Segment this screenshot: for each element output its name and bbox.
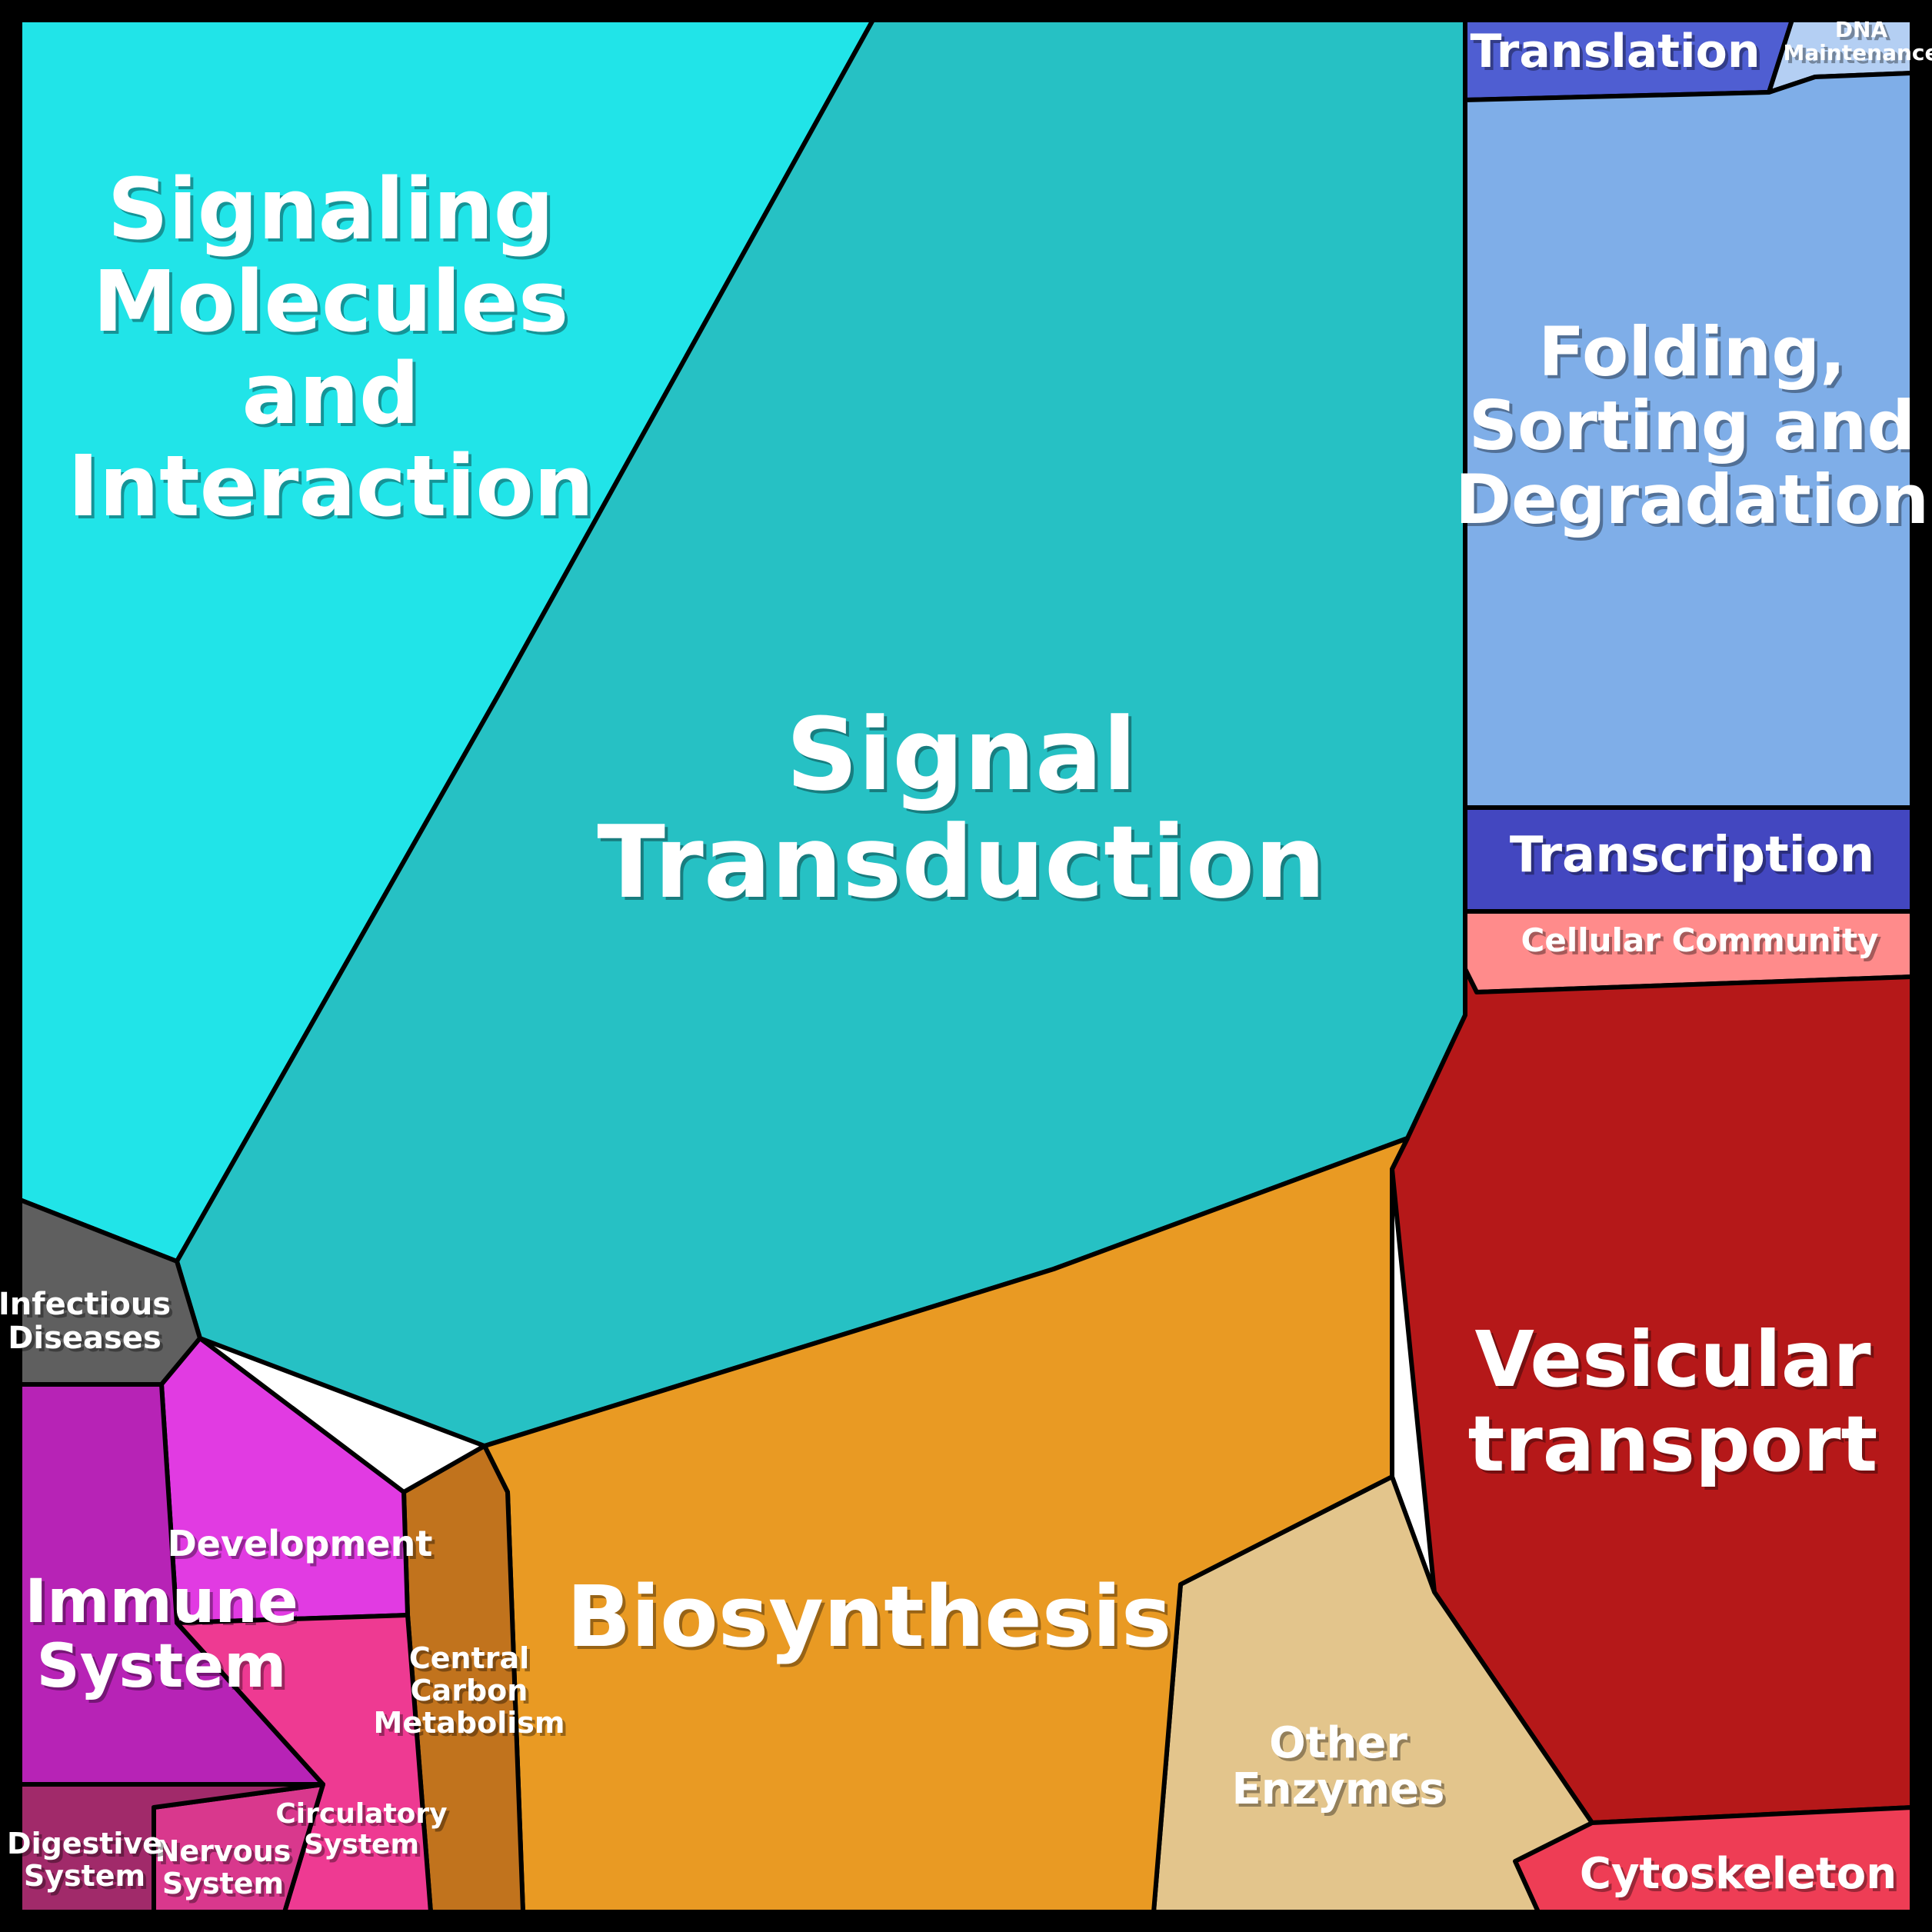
label-digestive-system: DigestiveSystem (7, 1827, 162, 1893)
label-cytoskeleton: Cytoskeleton (1580, 1849, 1897, 1899)
label-translation: Translation (1470, 25, 1760, 78)
label-vesicular-transport: Vesiculartransport (1468, 1314, 1878, 1489)
label-transcription: Transcription (1510, 827, 1874, 884)
label-infectious-diseases: InfectiousDiseases (0, 1287, 171, 1356)
label-development: Development (168, 1523, 433, 1564)
voronoi-treemap: SignalingMoleculesandInteractionSignalin… (0, 0, 1932, 1932)
label-immune-system: ImmuneSystem (25, 1567, 298, 1701)
label-cellular-community: Cellular Community (1521, 921, 1879, 959)
label-biosynthesis: Biosynthesis (567, 1567, 1172, 1666)
label-signaling-molecules: SignalingMoleculesandInteraction (68, 160, 594, 535)
label-nervous-system: NervousSystem (155, 1834, 291, 1900)
